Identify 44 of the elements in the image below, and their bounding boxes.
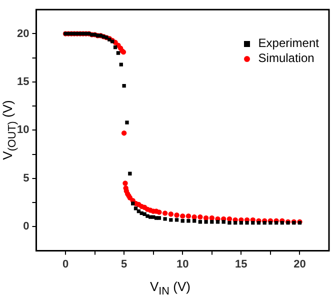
legend-label: Experiment — [258, 36, 319, 51]
point — [204, 220, 208, 224]
point — [216, 220, 220, 224]
x-axis-title: V$_{IN}$ (V) — [150, 279, 190, 298]
point — [222, 220, 226, 224]
point — [233, 220, 238, 225]
x-tick-label: 5 — [121, 258, 128, 270]
point — [169, 218, 173, 222]
point — [268, 220, 272, 225]
point — [113, 45, 118, 50]
point — [186, 219, 190, 223]
point — [245, 220, 249, 225]
legend-label: Simulation — [258, 51, 314, 66]
point — [116, 51, 120, 55]
point — [210, 220, 214, 224]
y-tick-label: 20 — [16, 28, 30, 40]
point — [198, 220, 202, 224]
point — [228, 220, 232, 225]
point — [192, 219, 196, 223]
y-tick-label: 15 — [16, 76, 30, 88]
point — [122, 84, 126, 88]
x-tick-label: 10 — [176, 258, 189, 270]
point — [251, 220, 255, 225]
point — [152, 215, 156, 219]
point — [280, 220, 284, 225]
x-tick-label: 20 — [294, 258, 306, 270]
point — [163, 217, 167, 221]
point — [128, 172, 132, 176]
y-tick-label: 10 — [16, 124, 30, 136]
y-tick-label: 0 — [23, 220, 30, 233]
point — [146, 214, 150, 218]
point — [157, 216, 162, 220]
point — [180, 219, 184, 223]
point — [262, 220, 266, 225]
point — [256, 220, 261, 225]
point — [274, 220, 278, 225]
x-tick-label: 0 — [62, 258, 69, 270]
point — [174, 218, 179, 222]
point — [119, 62, 123, 66]
point — [131, 202, 135, 206]
x-tick-label: 15 — [235, 258, 248, 270]
point — [125, 120, 129, 124]
point — [239, 220, 244, 225]
y-tick-label: 5 — [23, 172, 30, 184]
